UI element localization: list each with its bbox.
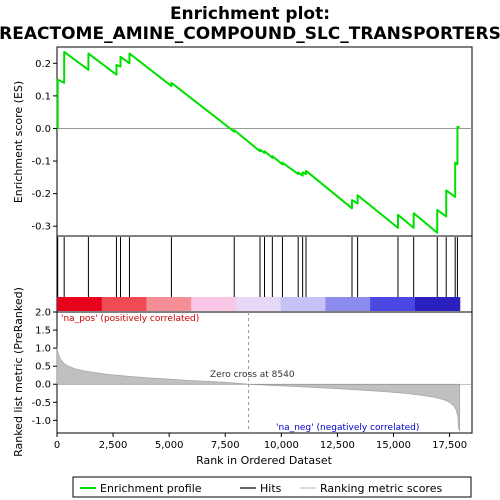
x-tick-label-4: 10,000 [264,440,299,451]
x-tick-label-7: 17,500 [432,440,467,451]
legend-enrichment-label: Enrichment profile [100,482,202,495]
rank-tick-label-1: 1.5 [35,326,51,337]
es-axis-ticks: 0.2 0.1 0.0 -0.1 -0.2 -0.3 [31,59,57,233]
gradient-segment-2 [146,297,192,311]
es-tick-label-1: 0.1 [35,91,51,102]
es-tick-label-3: -0.1 [31,157,51,168]
x-tick-label-6: 15,000 [376,440,411,451]
gradient-segment-6 [325,297,371,311]
rank-tick-label-3: 0.5 [35,362,51,373]
enrichment-profile-polyline [56,50,460,234]
chart-title-line2: REACTOME_AMINE_COMPOUND_SLC_TRANSPORTERS [0,24,500,44]
es-tick-label-5: -0.3 [31,222,51,233]
rank-panel [56,311,473,434]
x-tick-label-2: 5,000 [155,440,184,451]
rank-tick-label-6: -1.0 [31,416,51,427]
rank-tick-label-5: -0.5 [31,398,51,409]
x-tick-label-3: 7,500 [211,440,240,451]
legend-box [72,476,472,498]
ranking-metric-area [56,347,472,432]
x-axis-ticks: 0 2,500 5,000 7,500 10,000 12,500 15,000 17,500 [54,433,467,451]
neg-label: 'na_neg' (negatively correlated) [276,423,419,433]
x-tick-label-0: 0 [54,440,60,451]
chart-title-line1: Enrichment plot: [170,4,330,24]
es-tick-label-2: 0.0 [35,124,51,135]
rank-tick-label-4: 0.0 [35,380,51,391]
rank-gradient-bar [57,297,461,311]
rank-axis-ticks: 2.0 1.5 1.0 0.5 0.0 -0.5 -1.0 [31,308,57,427]
rank-tick-label-0: 2.0 [35,308,51,319]
legend-hits-label: Hits [260,482,282,495]
x-axis-label: Rank in Ordered Dataset [196,454,333,467]
es-tick-label-4: -0.2 [31,189,51,200]
es-panel [56,46,473,237]
es-y-axis-label: Enrichment score (ES) [12,81,25,203]
gradient-segment-1 [101,297,148,311]
gradient-segment-3 [191,297,237,311]
zero-cross-label: Zero cross at 8540 [210,370,295,380]
gradient-segment-7 [370,297,416,311]
hit-markers [57,237,458,297]
gradient-segment-5 [280,297,327,311]
x-tick-label-1: 2,500 [99,440,128,451]
rank-y-axis-label: Ranked list metric (PreRanked) [12,287,25,457]
gradient-segment-4 [235,297,282,311]
gradient-segment-8 [414,297,461,311]
pos-label: 'na_pos' (positively correlated) [61,314,199,324]
rank-tick-label-2: 1.0 [35,344,51,355]
gradient-segment-0 [57,297,103,311]
x-tick-label-5: 12,500 [320,440,355,451]
ranking-metric-fill [56,347,461,432]
es-tick-label-0: 0.2 [35,59,51,70]
legend-ranking-label: Ranking metric scores [320,482,442,495]
enrichment-profile-line [56,50,460,234]
